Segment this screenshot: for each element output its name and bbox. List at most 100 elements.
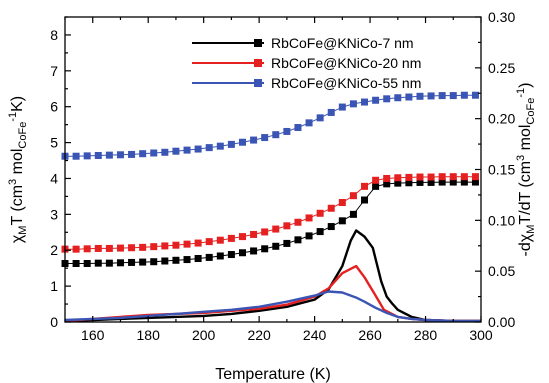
- chiT-point: [294, 218, 302, 226]
- chiT-point: [83, 245, 91, 253]
- chiT-point: [394, 174, 402, 182]
- chiT-point: [361, 98, 369, 106]
- chiT-point: [316, 209, 324, 217]
- chiT-point: [438, 173, 446, 181]
- chiT-point: [449, 178, 457, 186]
- chiT-point: [128, 258, 136, 266]
- chiT-point: [194, 239, 202, 247]
- y-left-tick-label: 1: [50, 278, 58, 294]
- y-left-tick-label: 7: [50, 63, 58, 79]
- chiT-point: [427, 92, 435, 100]
- chiT-point: [361, 196, 369, 204]
- x-tick-label: 280: [414, 327, 438, 343]
- x-tick-label: 160: [81, 327, 105, 343]
- chiT-point: [105, 259, 113, 267]
- chiT-point: [161, 148, 169, 156]
- chiT-point: [372, 96, 380, 104]
- chiT-point: [449, 173, 457, 181]
- chiT-point: [294, 124, 302, 132]
- y-left-axis-title: χMT (cm3 molCoFe-1K): [7, 96, 29, 243]
- chiT-line-3: [65, 94, 476, 157]
- chiT-point: [83, 152, 91, 160]
- y-right-tick-label: 0.20: [488, 111, 515, 127]
- legend-marker-3: [254, 79, 262, 87]
- chiT-point: [72, 245, 80, 253]
- chiT-point: [471, 91, 479, 99]
- chiT-point: [116, 151, 124, 159]
- chiT-point: [327, 204, 335, 212]
- chiT-point: [405, 173, 413, 181]
- chiT-point: [250, 230, 258, 238]
- chiT-point: [150, 149, 158, 157]
- chiT-point: [150, 243, 158, 251]
- chiT-point: [460, 91, 468, 99]
- chiT-point: [394, 94, 402, 102]
- chiT-point: [83, 260, 91, 268]
- chiT-point: [471, 173, 479, 181]
- legend-label-1: RbCoFe@KNiCo-7 nm: [271, 35, 414, 51]
- chiT-point: [205, 238, 213, 246]
- chiT-point: [305, 232, 313, 240]
- chiT-point: [183, 146, 191, 154]
- chiT-point: [216, 142, 224, 150]
- chiT-point: [405, 179, 413, 187]
- chiT-point: [128, 244, 136, 252]
- chiT-point: [471, 178, 479, 186]
- chiT-point: [438, 178, 446, 186]
- derivative-line-1: [64, 229, 481, 323]
- chiT-point: [416, 92, 424, 100]
- chiT-point: [216, 236, 224, 244]
- chiT-point: [394, 179, 402, 187]
- y-left-tick-label: 0: [50, 314, 58, 330]
- legend-label-3: RbCoFe@KNiCo-55 nm: [271, 75, 421, 91]
- chiT-point: [272, 131, 280, 139]
- chiT-point: [372, 176, 380, 184]
- chiT-point: [349, 192, 357, 200]
- chiT-point: [305, 214, 313, 222]
- chiT-point: [194, 254, 202, 262]
- y-left-tick-label: 4: [50, 170, 58, 186]
- chiT-point: [449, 92, 457, 100]
- chiT-point: [227, 251, 235, 259]
- chiT-point: [416, 173, 424, 181]
- y-left-axis-ticks: 0 1 2 3 4 5 6 7 8: [50, 16, 71, 330]
- chiT-line-1: [65, 181, 476, 264]
- chiT-point: [338, 199, 346, 207]
- y-left-tick-label: 2: [50, 242, 58, 258]
- chiT-point: [105, 244, 113, 252]
- x-tick-label: 220: [247, 327, 271, 343]
- chiT-point: [116, 244, 124, 252]
- legend-label-2: RbCoFe@KNiCo-20 nm: [271, 55, 421, 71]
- y-right-axis-ticks: 0.00 0.05 0.10 0.15 0.20 0.25 0.30: [475, 9, 515, 330]
- chiT-point: [294, 236, 302, 244]
- y-left-tick-label: 3: [50, 206, 58, 222]
- chiT-point: [238, 233, 246, 241]
- chiT-point: [283, 127, 291, 135]
- chiT-point: [460, 173, 468, 181]
- x-tick-label: 180: [137, 327, 161, 343]
- chiT-point: [405, 93, 413, 101]
- x-tick-label: 240: [303, 327, 327, 343]
- chiT-point: [238, 138, 246, 146]
- x-axis-ticks: 160 180 200 220 240 260 280 300: [64, 17, 493, 343]
- chiT-point: [216, 252, 224, 260]
- chiT-point: [161, 257, 169, 265]
- chiT-point: [94, 244, 102, 252]
- chiT-point: [416, 178, 424, 186]
- chiT-point: [161, 242, 169, 250]
- legend: RbCoFe@KNiCo-7 nm RbCoFe@KNiCo-20 nm RbCoF…: [192, 35, 421, 91]
- chiT-point: [316, 228, 324, 236]
- chiT-point: [283, 239, 291, 247]
- chiT-point: [116, 259, 124, 267]
- chiT-point: [438, 92, 446, 100]
- chiT-point: [94, 259, 102, 267]
- chiT-point: [128, 150, 136, 158]
- x-tick-label: 300: [469, 327, 493, 343]
- chiT-point: [316, 114, 324, 122]
- chiT-point: [261, 245, 269, 253]
- y-left-tick-label: 5: [50, 135, 58, 151]
- chiT-point: [349, 210, 357, 218]
- x-axis-title: Temperature (K): [215, 366, 331, 383]
- chiT-point: [327, 223, 335, 231]
